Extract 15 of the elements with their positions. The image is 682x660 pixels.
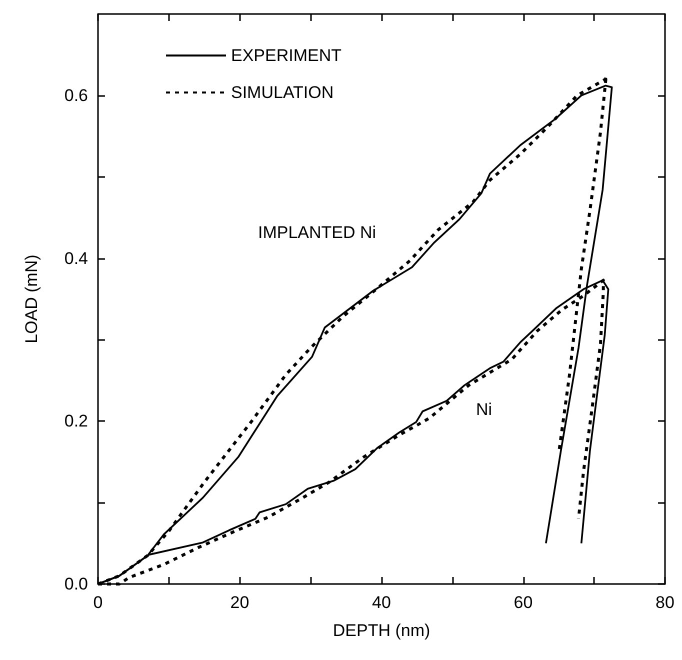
y-tick-label: 0.4 xyxy=(64,248,88,268)
annotation: Ni xyxy=(476,400,492,419)
y-tick-label: 0.2 xyxy=(64,412,88,431)
x-axis-title: DEPTH (nm) xyxy=(332,621,430,640)
x-tick-label: 20 xyxy=(230,593,250,612)
text: 0.0 xyxy=(64,574,88,594)
x-tick-label: 0 xyxy=(93,593,103,612)
y-axis-title: LOAD (mN) xyxy=(22,254,41,344)
legend-label: SIMULATION xyxy=(231,83,334,102)
legend-label: EXPERIMENT xyxy=(231,46,342,65)
annotation: IMPLANTED Ni xyxy=(258,223,376,242)
x-tick-label: 80 xyxy=(656,593,674,612)
x-tick-label: 40 xyxy=(372,593,391,612)
x-tick-label: 60 xyxy=(514,593,533,612)
y-tick-label: 0.6 xyxy=(64,86,88,105)
